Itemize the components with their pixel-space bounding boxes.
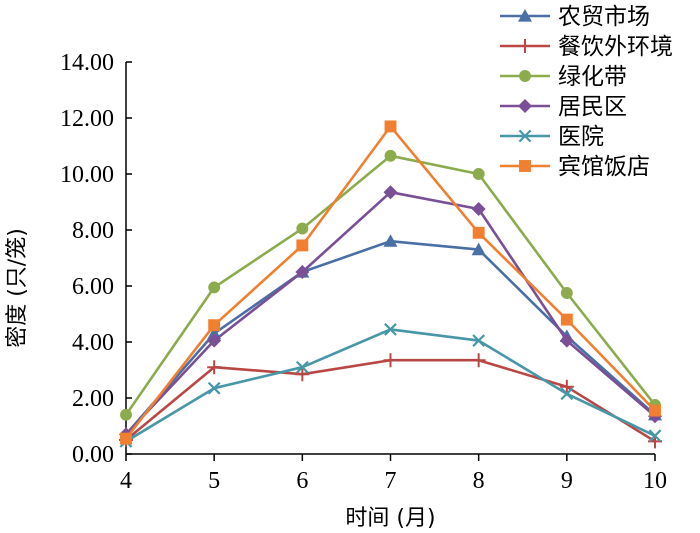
data-point — [384, 120, 397, 133]
data-point — [383, 185, 398, 200]
legend-swatch-marker — [518, 129, 532, 143]
data-point — [295, 265, 310, 279]
data-point — [207, 360, 222, 375]
data-point — [648, 429, 662, 443]
data-point — [296, 239, 309, 252]
legend-item: 居民区 — [500, 94, 627, 120]
data-point — [559, 379, 574, 394]
series-0 — [119, 234, 662, 440]
legend-item: 医院 — [500, 124, 604, 150]
data-point — [295, 367, 310, 382]
data-point — [208, 319, 221, 332]
legend-swatch-marker — [518, 39, 532, 53]
x-tick-label: 10 — [643, 468, 667, 494]
data-point — [471, 353, 486, 368]
legend-item: 农贸市场 — [500, 4, 650, 30]
legend-label: 宾馆饭店 — [558, 154, 650, 180]
series-layer — [119, 120, 662, 449]
legend-label: 农贸市场 — [558, 4, 650, 30]
data-point — [560, 287, 573, 299]
series-line — [125, 328, 656, 443]
data-point — [295, 360, 309, 374]
data-point — [471, 242, 486, 256]
y-tick-label: 2.00 — [72, 386, 114, 412]
y-tick-label: 8.00 — [72, 218, 114, 244]
axes: 0.00 2.00 4.00 6.00 8.00 10.00 12.00 14.00 4 5 6 7… — [60, 50, 667, 494]
series-3 — [119, 185, 662, 442]
legend-label: 医院 — [558, 124, 604, 150]
legend-item: 宾馆饭店 — [500, 154, 650, 180]
data-point — [472, 168, 485, 180]
x-tick-label: 7 — [385, 468, 397, 494]
x-tick-label: 6 — [296, 468, 308, 494]
y-tick-label: 14.00 — [60, 50, 114, 76]
legend-label: 绿化带 — [558, 64, 627, 90]
data-point — [120, 432, 132, 445]
legend-swatch-marker — [519, 70, 531, 82]
data-point — [296, 222, 309, 235]
legend-label: 居民区 — [558, 94, 627, 120]
x-tick-label: 4 — [120, 468, 132, 494]
legend-item: 餐饮外环境 — [500, 34, 673, 60]
data-point — [560, 387, 574, 401]
x-ticks: 4 5 6 7 8 9 10 — [120, 454, 667, 494]
data-point — [472, 334, 486, 347]
data-point — [471, 202, 486, 216]
data-point — [383, 353, 398, 368]
x-axis-title: 时间 (月) — [345, 506, 435, 531]
data-point — [649, 404, 661, 417]
legend-item: 绿化带 — [500, 64, 627, 90]
series-5 — [120, 120, 661, 445]
data-point — [383, 234, 398, 247]
data-point — [384, 323, 397, 336]
data-point — [207, 326, 222, 340]
legend-swatch-marker — [519, 160, 531, 172]
legend-swatch-marker — [518, 99, 532, 113]
data-point — [207, 381, 221, 395]
data-point — [472, 226, 485, 239]
y-tick-label: 6.00 — [72, 274, 114, 300]
series-4 — [119, 323, 662, 448]
data-point — [207, 333, 222, 348]
legend-label: 餐饮外环境 — [558, 34, 673, 60]
data-point — [384, 149, 397, 162]
data-point — [208, 281, 221, 294]
legend-swatch-marker — [518, 9, 532, 22]
data-point — [120, 408, 132, 421]
y-tick-label: 4.00 — [72, 330, 114, 356]
y-axis-title: 密度 (只/笼) — [5, 228, 30, 348]
x-tick-label: 9 — [561, 468, 573, 494]
y-tick-label: 0.00 — [72, 442, 114, 468]
x-tick-label: 5 — [208, 468, 220, 494]
y-tick-label: 10.00 — [60, 162, 114, 188]
y-tick-label: 12.00 — [60, 106, 114, 132]
x-tick-label: 8 — [473, 468, 485, 494]
y-ticks: 0.00 2.00 4.00 6.00 8.00 10.00 12.00 14.00 — [60, 50, 132, 468]
data-point — [560, 313, 573, 326]
data-point — [559, 333, 574, 348]
series-line — [125, 358, 656, 443]
